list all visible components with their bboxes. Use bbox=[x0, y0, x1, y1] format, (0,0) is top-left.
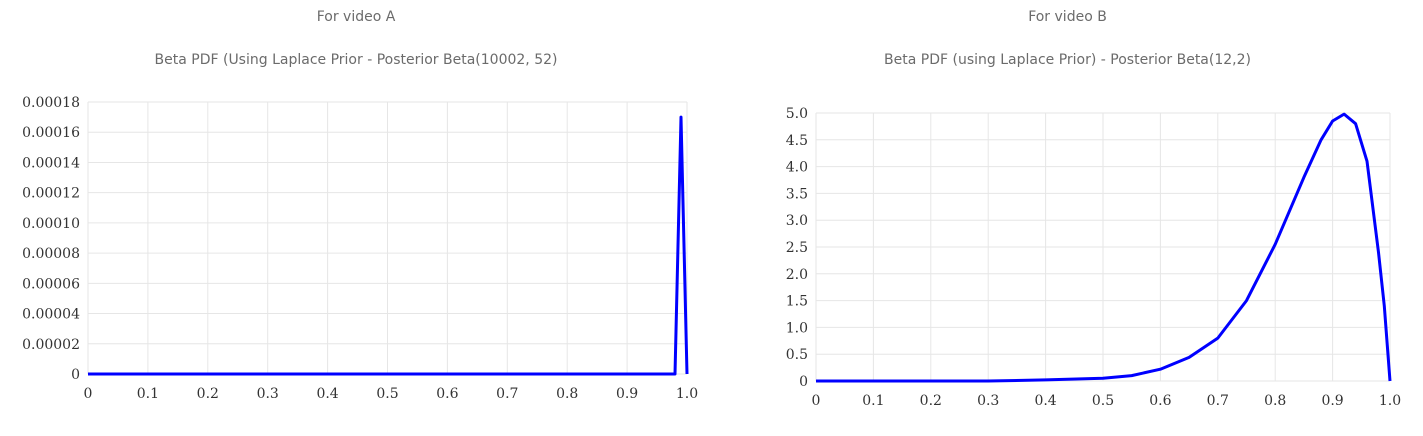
x-tick-label: 0.8 bbox=[1264, 393, 1286, 409]
x-tick-label: 0.4 bbox=[1034, 393, 1056, 409]
y-tick-label: 0.00008 bbox=[22, 246, 80, 262]
beta-pdf-plot-a: 0 0.1 0.2 0.3 0.4 0.5 0.6 0.7 0.8 0.9 1.0 0 0.00002 0… bbox=[22, 95, 698, 402]
y-tick-label: 4.5 bbox=[786, 133, 808, 149]
x-tick-label: 0.1 bbox=[862, 393, 884, 409]
x-tick-label: 0.5 bbox=[1092, 393, 1114, 409]
y-tick-label: 1.5 bbox=[786, 294, 808, 310]
x-tick-label: 0.4 bbox=[316, 386, 338, 402]
y-tick-label: 5.0 bbox=[786, 106, 808, 122]
y-tick-label: 0 bbox=[799, 374, 808, 390]
chart-panel-video-b: For video B Beta PDF (using Laplace Prio… bbox=[712, 0, 1423, 436]
x-tick-label: 0.9 bbox=[1321, 393, 1343, 409]
y-tick-label: 4.0 bbox=[786, 160, 808, 176]
series-line bbox=[88, 115, 689, 376]
chart-heading: For video A bbox=[316, 9, 396, 25]
y-tick-label: 0.00014 bbox=[22, 155, 80, 171]
x-tick-label: 0.5 bbox=[376, 386, 398, 402]
x-tick-label: 0.7 bbox=[496, 386, 518, 402]
x-tick-label: 0.2 bbox=[197, 386, 219, 402]
y-tick-label: 1.0 bbox=[786, 320, 808, 336]
x-tick-label: 0.2 bbox=[920, 393, 942, 409]
series-line bbox=[816, 112, 1392, 383]
chart-panel-video-a: For video A Beta PDF (Using Laplace Prio… bbox=[22, 9, 698, 402]
y-tick-label: 0.5 bbox=[786, 347, 808, 363]
y-tick-label: 0.00012 bbox=[22, 186, 80, 202]
x-tick-label: 1.0 bbox=[676, 386, 698, 402]
y-tick-label: 2.0 bbox=[786, 267, 808, 283]
x-tick-label: 0.6 bbox=[1149, 393, 1171, 409]
x-tick-label: 1.0 bbox=[1379, 393, 1401, 409]
x-tick-label: 0 bbox=[84, 386, 93, 402]
chart-heading: For video B bbox=[1028, 9, 1107, 25]
beta-pdf-plot-b: 0 0.1 0.2 0.3 0.4 0.5 0.6 0.7 0.8 0.9 1.0 0 0.5 1.0 1.… bbox=[786, 106, 1401, 409]
y-tick-label: 2.5 bbox=[786, 240, 808, 256]
x-tick-label: 0.3 bbox=[257, 386, 279, 402]
x-tick-label: 0.8 bbox=[556, 386, 578, 402]
y-tick-label: 0.00010 bbox=[22, 216, 80, 232]
y-tick-label: 0.00018 bbox=[22, 95, 80, 111]
x-tick-label: 0 bbox=[812, 393, 821, 409]
y-tick-label: 3.0 bbox=[786, 213, 808, 229]
chart-title: Beta PDF (Using Laplace Prior - Posterio… bbox=[154, 52, 558, 68]
y-tick-label: 0 bbox=[71, 367, 80, 383]
y-tick-label: 0.00002 bbox=[22, 337, 80, 353]
x-tick-label: 0.1 bbox=[137, 386, 159, 402]
x-tick-label: 0.7 bbox=[1207, 393, 1229, 409]
x-tick-label: 0.3 bbox=[977, 393, 999, 409]
chart-title: Beta PDF (using Laplace Prior) - Posteri… bbox=[884, 52, 1251, 68]
x-tick-label: 0.6 bbox=[436, 386, 458, 402]
y-tick-label: 0.00004 bbox=[22, 307, 80, 323]
x-tick-label: 0.9 bbox=[616, 386, 638, 402]
y-tick-label: 3.5 bbox=[786, 186, 808, 202]
y-tick-label: 0.00016 bbox=[22, 125, 80, 141]
y-tick-label: 0.00006 bbox=[22, 276, 80, 292]
